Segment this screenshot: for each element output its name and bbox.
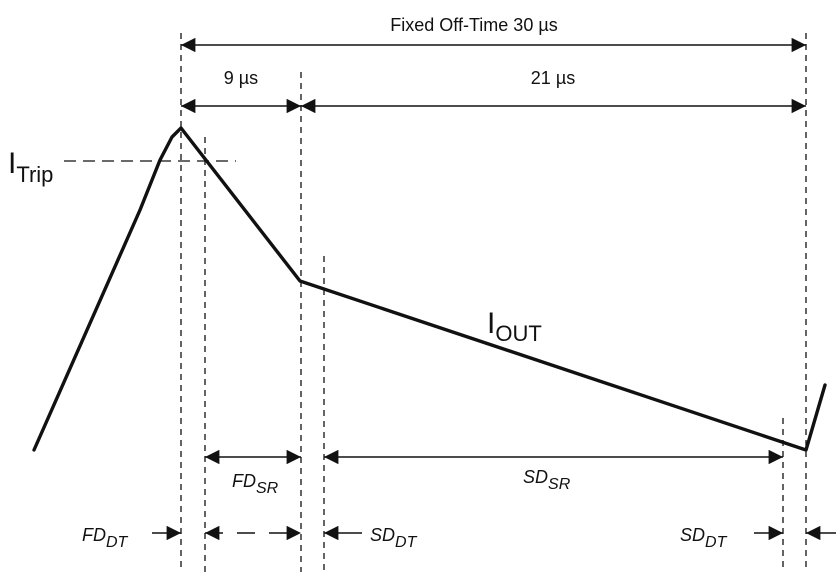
fd-dt-label: FDDT — [82, 525, 129, 551]
sd-sr-label-sub: SR — [548, 476, 571, 493]
fd-sr-label-sub: SR — [256, 480, 279, 497]
sd-dt-left-label-sub: DT — [395, 534, 418, 551]
itrip-label-sub: Trip — [16, 162, 53, 187]
itrip-label: ITrip — [8, 147, 53, 187]
fd-dt-label-sub: DT — [106, 534, 129, 551]
t21-label: 21 µs — [531, 68, 575, 88]
itrip-label-main: I — [8, 147, 16, 180]
sd-dt-right-label-main: SD — [680, 525, 705, 545]
sd-dt-left-label: SDDT — [370, 525, 418, 551]
sd-dt-right-label: SDDT — [680, 525, 728, 551]
sd-dt-left-label-main: SD — [370, 525, 395, 545]
iout-label-main: I — [487, 307, 495, 340]
iout-waveform — [32, 126, 827, 452]
fd-dt-label-main: FD — [82, 525, 106, 545]
sd-sr-label-main: SD — [523, 467, 548, 487]
sd-sr-label: SDSR — [523, 467, 571, 493]
sd-dt-right-label-sub: DT — [705, 534, 728, 551]
fd-sr-label-main: FD — [232, 471, 256, 491]
iout-label: IOUT — [487, 307, 542, 346]
fixed-off-time-label: Fixed Off-Time 30 µs — [390, 15, 557, 35]
fd-sr-label: FDSR — [232, 471, 279, 497]
t9-label: 9 µs — [224, 68, 258, 88]
iout-label-sub: OUT — [495, 321, 541, 346]
